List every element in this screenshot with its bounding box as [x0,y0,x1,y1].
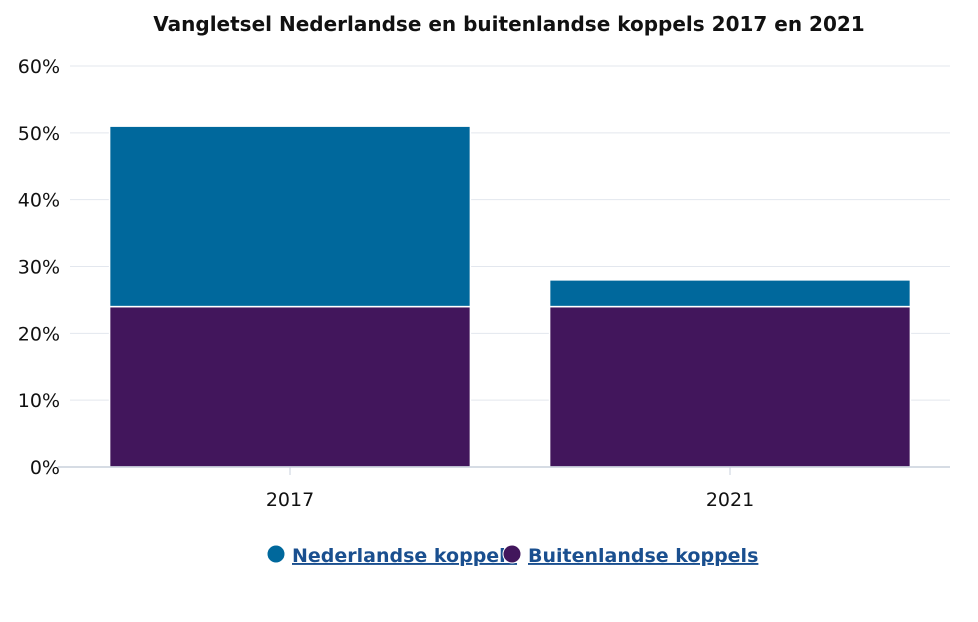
bars [108,125,912,468]
bar-buitenlandse-koppels-2017[interactable] [108,305,472,468]
legend: Nederlandse koppels Buitenlandse koppels [266,544,758,567]
legend-marker-buitenlandse-koppels[interactable] [502,544,522,564]
y-tick-label: 30% [18,257,60,279]
legend-marker-nederlandse-koppels[interactable] [266,544,286,564]
bar-nederlandse-koppels-2017[interactable] [108,125,472,308]
x-axis: 2017 2021 [266,467,754,511]
y-axis: 0% 10% 20% 30% 40% 50% 60% [18,56,60,479]
legend-item-buitenlandse-koppels[interactable]: Buitenlandse koppels [528,545,758,567]
bar-buitenlandse-koppels-2021[interactable] [548,305,912,468]
y-tick-label: 10% [18,390,60,412]
y-tick-label: 50% [18,123,60,145]
y-tick-label: 0% [30,457,60,479]
y-tick-label: 20% [18,323,60,345]
y-tick-label: 60% [18,56,60,78]
bar-nederlandse-koppels-2021[interactable] [548,279,912,308]
chart-title: Vangletsel Nederlandse en buitenlandse k… [153,12,864,36]
x-tick-label: 2017 [266,489,314,511]
x-tick-label: 2021 [706,489,754,511]
legend-item-nederlandse-koppels[interactable]: Nederlandse koppels [292,545,517,567]
y-tick-label: 40% [18,190,60,212]
